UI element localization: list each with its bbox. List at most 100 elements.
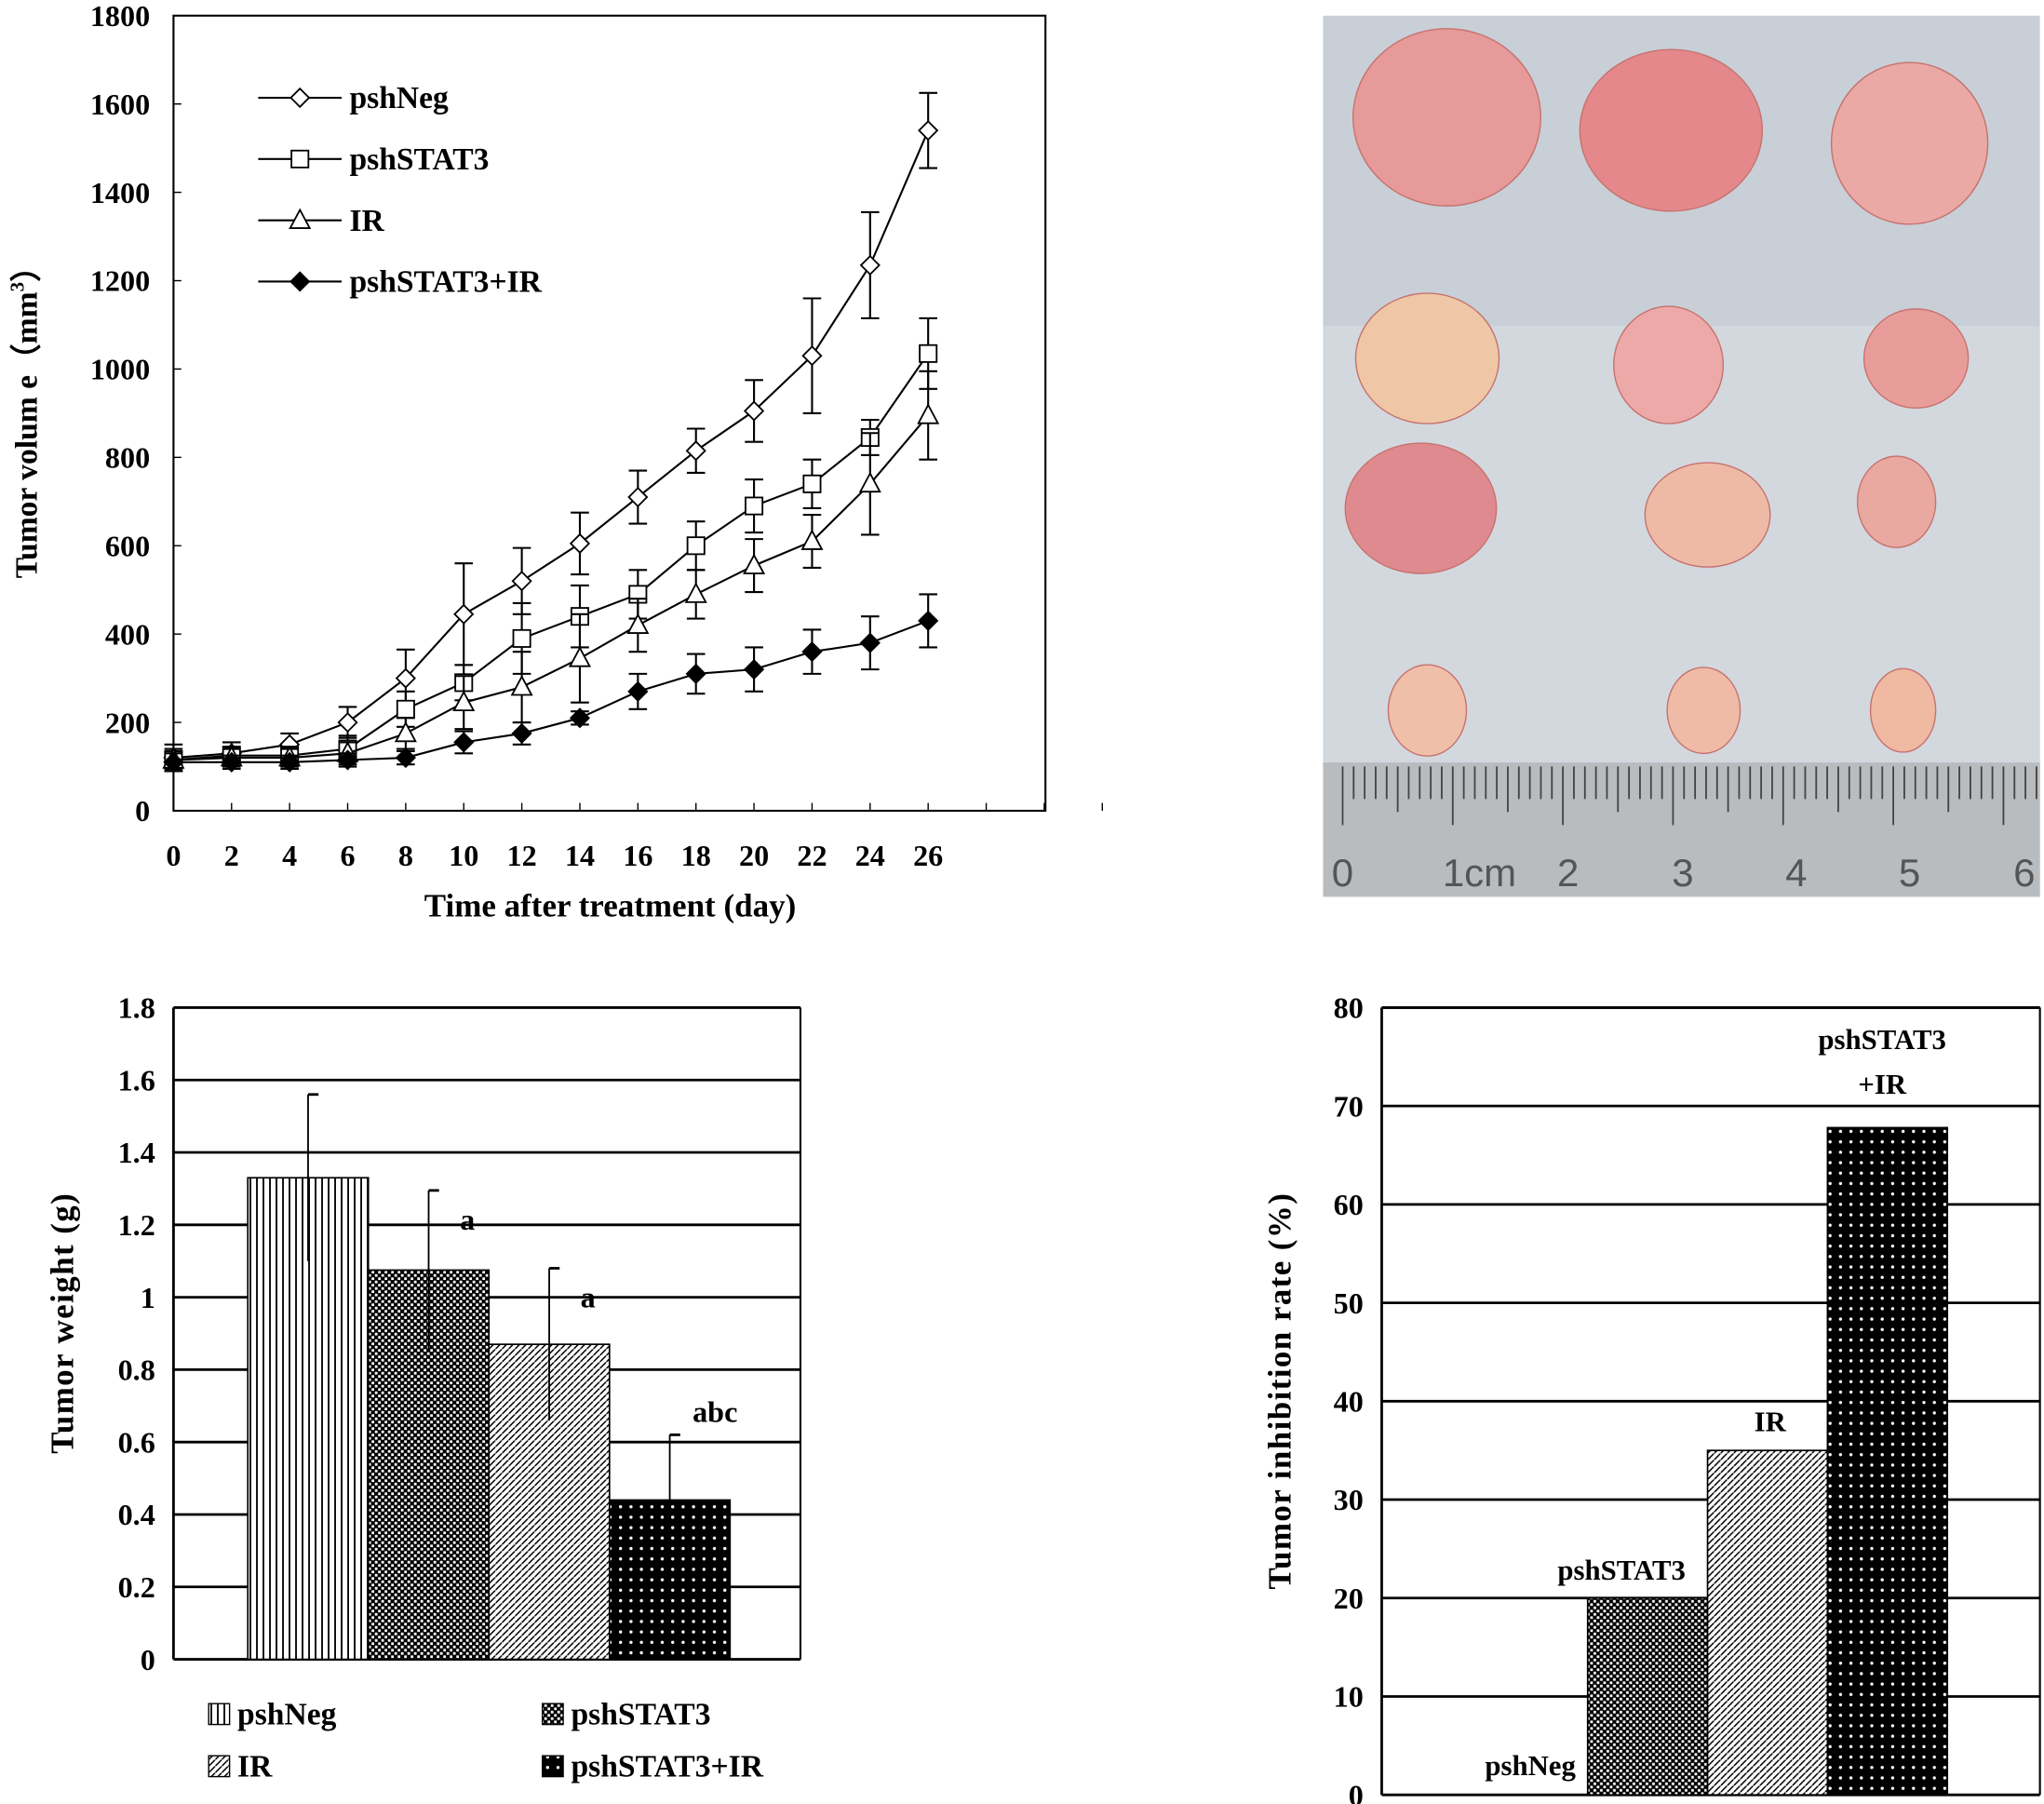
x-axis-title: Time after treatment (day)	[424, 887, 796, 923]
significance-label: a	[581, 1280, 596, 1313]
x-tick-label: 24	[855, 839, 885, 872]
data-point	[569, 707, 591, 729]
tumor	[1830, 61, 1989, 225]
data-point	[569, 532, 591, 554]
legend-item: pshNeg	[258, 81, 449, 115]
y-tick-label: 1000	[90, 353, 150, 386]
data-point	[510, 674, 533, 696]
plot-frame	[172, 14, 1047, 813]
legend-item: pshSTAT3	[258, 142, 489, 177]
legend-label: IR	[237, 1750, 273, 1784]
y-tick-label: 30	[1334, 1483, 1364, 1516]
y-axis-title-main: Tumor volum e（mm	[8, 291, 44, 578]
legend-item: pshSTAT3+IR	[258, 265, 543, 300]
data-point	[163, 751, 184, 773]
bar-label: +IR	[1858, 1069, 1907, 1100]
legend-swatch	[541, 1755, 564, 1778]
data-point	[395, 747, 416, 769]
data-point	[918, 610, 939, 632]
data-point	[627, 680, 649, 702]
series-line	[173, 414, 929, 761]
y-tick-label: 1.6	[118, 1063, 155, 1097]
y-tick-label: 0.4	[118, 1498, 155, 1531]
legend-swatch	[208, 1703, 231, 1726]
bar-pshstat3	[1586, 1596, 1709, 1797]
y-axis-title-sup: 3	[6, 282, 28, 292]
bar-label: pshNeg	[1485, 1750, 1576, 1782]
bar-pshstat3-ir	[1826, 1126, 1949, 1797]
y-tick-label: 0.6	[118, 1425, 155, 1459]
data-point	[453, 732, 475, 753]
legend-label: IR	[349, 204, 384, 238]
legend-label: pshSTAT3	[572, 1698, 711, 1732]
legend-marker	[289, 87, 311, 109]
legend-label: pshSTAT3+IR	[572, 1750, 764, 1784]
data-point	[859, 632, 881, 653]
bar-label: IR	[1755, 1407, 1787, 1438]
y-tick-label: 0	[141, 1643, 155, 1676]
bar-label: pshSTAT3	[1557, 1555, 1686, 1586]
tumor	[1613, 305, 1725, 424]
series-pshstat3-ir	[163, 593, 939, 773]
data-point	[917, 403, 940, 424]
legend-label: pshNeg	[349, 81, 449, 115]
series-pshneg	[163, 91, 939, 773]
ruler-label: 5	[1899, 851, 1920, 895]
y-tick-label: 1	[141, 1281, 155, 1314]
legend-label: pshSTAT3	[349, 142, 489, 177]
y-tick-label: 200	[105, 706, 150, 739]
legend-marker	[289, 208, 312, 229]
x-tick-label: 6	[340, 839, 355, 872]
tumor	[1856, 455, 1937, 548]
data-point	[684, 582, 707, 603]
data-point	[627, 486, 649, 508]
data-point	[512, 628, 531, 648]
data-point	[801, 641, 823, 663]
legend-swatch	[208, 1755, 231, 1778]
data-point	[396, 699, 415, 719]
legend-item: pshSTAT3+IR	[541, 1750, 764, 1784]
y-tick-label: 1200	[90, 264, 150, 298]
significance-label: abc	[693, 1394, 737, 1428]
data-point	[918, 120, 939, 141]
data-point	[919, 343, 938, 363]
data-point	[511, 571, 532, 592]
legend-label: pshSTAT3+IR	[349, 265, 542, 300]
data-point	[685, 440, 706, 462]
data-point	[743, 553, 766, 574]
ruler-label: 0	[1332, 851, 1353, 895]
ruler-label: 2	[1557, 851, 1579, 895]
x-tick-label: 26	[913, 839, 943, 872]
series-ir	[162, 370, 940, 770]
ruler-label: 3	[1672, 851, 1693, 895]
y-tick-label: 1800	[90, 0, 150, 33]
data-point	[337, 749, 358, 771]
y-axis-title: Tumor volum e（mm3）	[6, 250, 44, 578]
data-point	[743, 400, 765, 422]
tumor	[1644, 462, 1771, 568]
y-tick-label: 10	[1334, 1680, 1364, 1714]
x-tick-label: 12	[507, 839, 537, 872]
y-tick-label: 20	[1334, 1582, 1364, 1615]
y-tick-label: 600	[105, 529, 150, 562]
tumor	[1579, 48, 1764, 212]
tumor	[1351, 28, 1542, 207]
y-tick-label: 0.8	[118, 1353, 155, 1387]
data-point	[452, 690, 476, 712]
y-tick-label: 50	[1334, 1286, 1364, 1320]
legend-marker	[289, 271, 311, 292]
data-point	[859, 254, 881, 276]
tumor	[1344, 442, 1498, 574]
data-point	[221, 751, 242, 773]
y-tick-label: 60	[1334, 1188, 1364, 1221]
data-point	[337, 711, 358, 734]
bar-label: pshSTAT3	[1818, 1024, 1946, 1056]
y-tick-label: 70	[1334, 1089, 1364, 1123]
y-tick-label: 1.4	[118, 1136, 155, 1169]
x-tick-label: 22	[797, 839, 827, 872]
data-point	[743, 659, 765, 680]
data-point	[453, 603, 475, 625]
data-point	[858, 471, 881, 493]
